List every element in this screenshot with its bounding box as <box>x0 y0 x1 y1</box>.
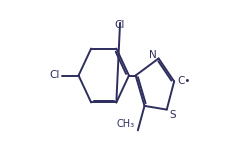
Text: Cl: Cl <box>50 71 60 80</box>
Text: C•: C• <box>177 76 190 86</box>
Text: Cl: Cl <box>115 20 125 30</box>
Text: S: S <box>169 110 176 120</box>
Text: N: N <box>149 50 156 60</box>
Text: CH₃: CH₃ <box>117 119 135 129</box>
